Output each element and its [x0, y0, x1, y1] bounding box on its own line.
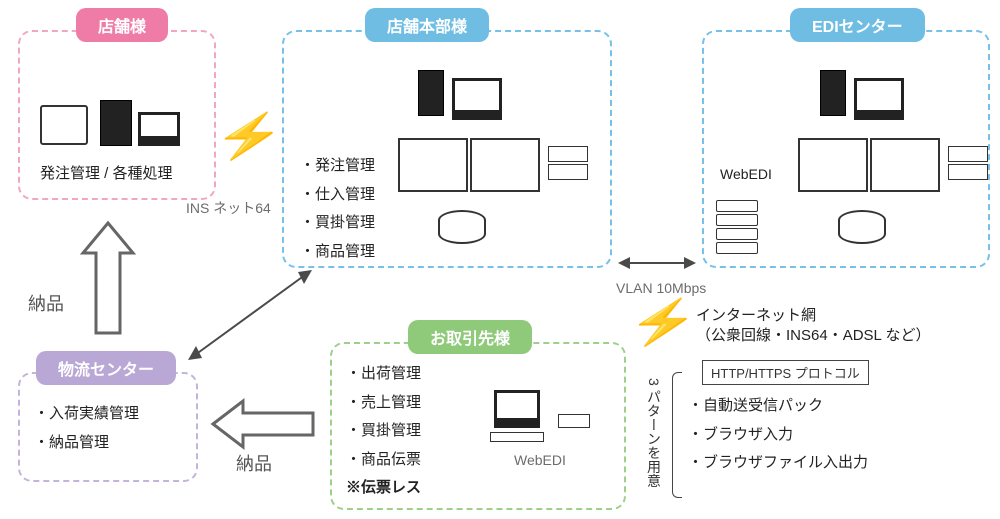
printer-icon [948, 146, 988, 162]
lightning-icon: ⚡ [628, 296, 699, 348]
server-stack-icon [716, 200, 758, 256]
partner-items: 出荷管理 売上管理 買掛管理 商品伝票 ※伝票レス [346, 360, 421, 503]
stool-icon [438, 210, 486, 244]
protocol-header: HTTP/HTTPS プロトコル [702, 360, 869, 385]
logi-items: 入荷実績管理 納品管理 [34, 400, 139, 457]
hq-title: 店舗本部様 [365, 8, 489, 42]
store-title: 店舗様 [76, 8, 168, 42]
desk-icon [398, 138, 468, 192]
hq-item: 仕入管理 [300, 181, 375, 210]
protocol-items: 自動送受信パック ブラウザ入力 ブラウザファイル入出力 [688, 392, 868, 478]
ins64-label: INS ネット64 [186, 198, 271, 218]
hq-item: 発注管理 [300, 152, 375, 181]
keyboard-icon [490, 432, 544, 442]
partner-item: 買掛管理 [346, 417, 421, 446]
partner-item: 出荷管理 [346, 360, 421, 389]
edi-title: EDIセンター [790, 8, 925, 42]
up-arrow-icon [78, 218, 138, 338]
internet-label-1: インターネット網 [696, 304, 816, 325]
diag-double-arrow-icon [180, 260, 320, 370]
monitor-icon [138, 112, 180, 146]
cash-register-icon [40, 105, 88, 145]
monitor-icon [854, 78, 904, 120]
partner-title: お取引先様 [408, 320, 532, 354]
hq-item: 買掛管理 [300, 209, 375, 238]
pc-tower-icon [100, 100, 132, 146]
pc-tower-icon [418, 70, 444, 116]
printer-icon [558, 414, 590, 428]
hq-items: 発注管理 仕入管理 買掛管理 商品管理 [300, 152, 375, 266]
pc-tower-icon [820, 70, 846, 116]
double-arrow-icon [628, 262, 686, 264]
logi-title: 物流センター [36, 351, 176, 385]
lightning-icon: ⚡ [214, 110, 285, 162]
vlan-label: VLAN 10Mbps [616, 280, 706, 296]
stool-icon [838, 210, 886, 244]
printer-icon [548, 146, 588, 162]
printer-icon [548, 164, 588, 180]
monitor-icon [494, 390, 540, 428]
protocol-item: 自動送受信パック [688, 392, 868, 421]
protocol-item: ブラウザ入力 [688, 421, 868, 450]
edi-caption: WebEDI [720, 166, 772, 182]
desk-icon [798, 138, 868, 192]
logi-item: 入荷実績管理 [34, 400, 139, 429]
partner-item: 商品伝票 [346, 446, 421, 475]
protocol-item: ブラウザファイル入出力 [688, 449, 868, 478]
partner-caption: WebEDI [514, 452, 566, 468]
partner-note: ※伝票レス [346, 474, 421, 503]
left-arrow-icon [208, 396, 318, 452]
pattern-side-text: 3 パターンを用意 [644, 378, 664, 488]
internet-label-2: （公衆回線・INS64・ADSL など） [696, 324, 931, 345]
store-caption: 発注管理 / 各種処理 [40, 162, 173, 183]
printer-icon [948, 164, 988, 180]
desk-icon [870, 138, 940, 192]
delivery-label: 納品 [236, 450, 272, 476]
bracket-icon [672, 372, 682, 498]
delivery-label: 納品 [28, 290, 64, 316]
logi-item: 納品管理 [34, 429, 139, 458]
partner-item: 売上管理 [346, 389, 421, 418]
monitor-icon [452, 78, 502, 120]
desk-icon [470, 138, 540, 192]
